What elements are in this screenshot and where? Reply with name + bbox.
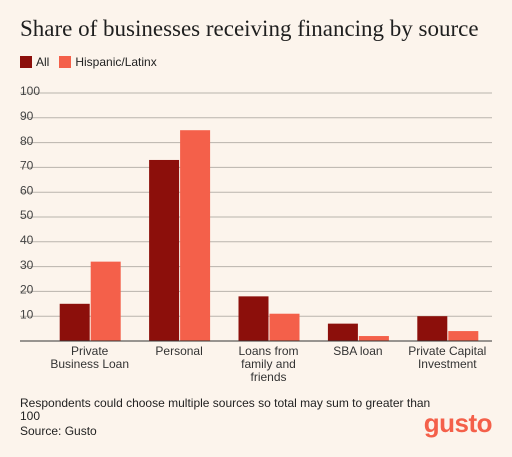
bar [90, 261, 121, 341]
y-tick-label: 100 [20, 84, 40, 98]
chart-title: Share of businesses receiving financing … [20, 16, 479, 41]
note: Respondents could choose multiple source… [20, 396, 431, 423]
bar [180, 130, 211, 341]
bar [327, 323, 358, 341]
bar [238, 296, 269, 341]
y-tick-label: 60 [20, 183, 34, 197]
y-tick-label: 80 [20, 134, 34, 148]
bar [59, 303, 90, 341]
bar [149, 159, 180, 341]
legend-label: All [36, 55, 50, 69]
legend-item: Hispanic/Latinx [59, 55, 157, 69]
y-tick-label: 50 [20, 208, 34, 222]
bar [358, 336, 389, 341]
y-tick-label: 70 [20, 159, 34, 173]
legend-swatch [59, 56, 72, 68]
x-tick-label: SBA loan [333, 344, 383, 358]
y-tick-label: 40 [20, 233, 34, 247]
y-tick-label: 20 [20, 283, 34, 297]
source: Source: Gusto [20, 424, 97, 438]
bar [269, 313, 300, 341]
legend-label: Hispanic/Latinx [75, 55, 157, 69]
logo: gusto [423, 408, 493, 438]
legend-item: All [20, 55, 49, 69]
x-tick-label: Loans from family and friends [238, 344, 299, 384]
bar [417, 316, 448, 341]
bar [448, 331, 479, 341]
y-tick-label: 10 [20, 307, 34, 321]
legend-swatch [20, 56, 32, 68]
x-tick-label: Private Capital Investment [408, 344, 487, 371]
x-tick-label: Personal [155, 344, 203, 358]
x-tick-label: Private Business Loan [50, 344, 130, 371]
y-tick-label: 30 [20, 258, 34, 272]
y-tick-label: 90 [20, 109, 34, 123]
